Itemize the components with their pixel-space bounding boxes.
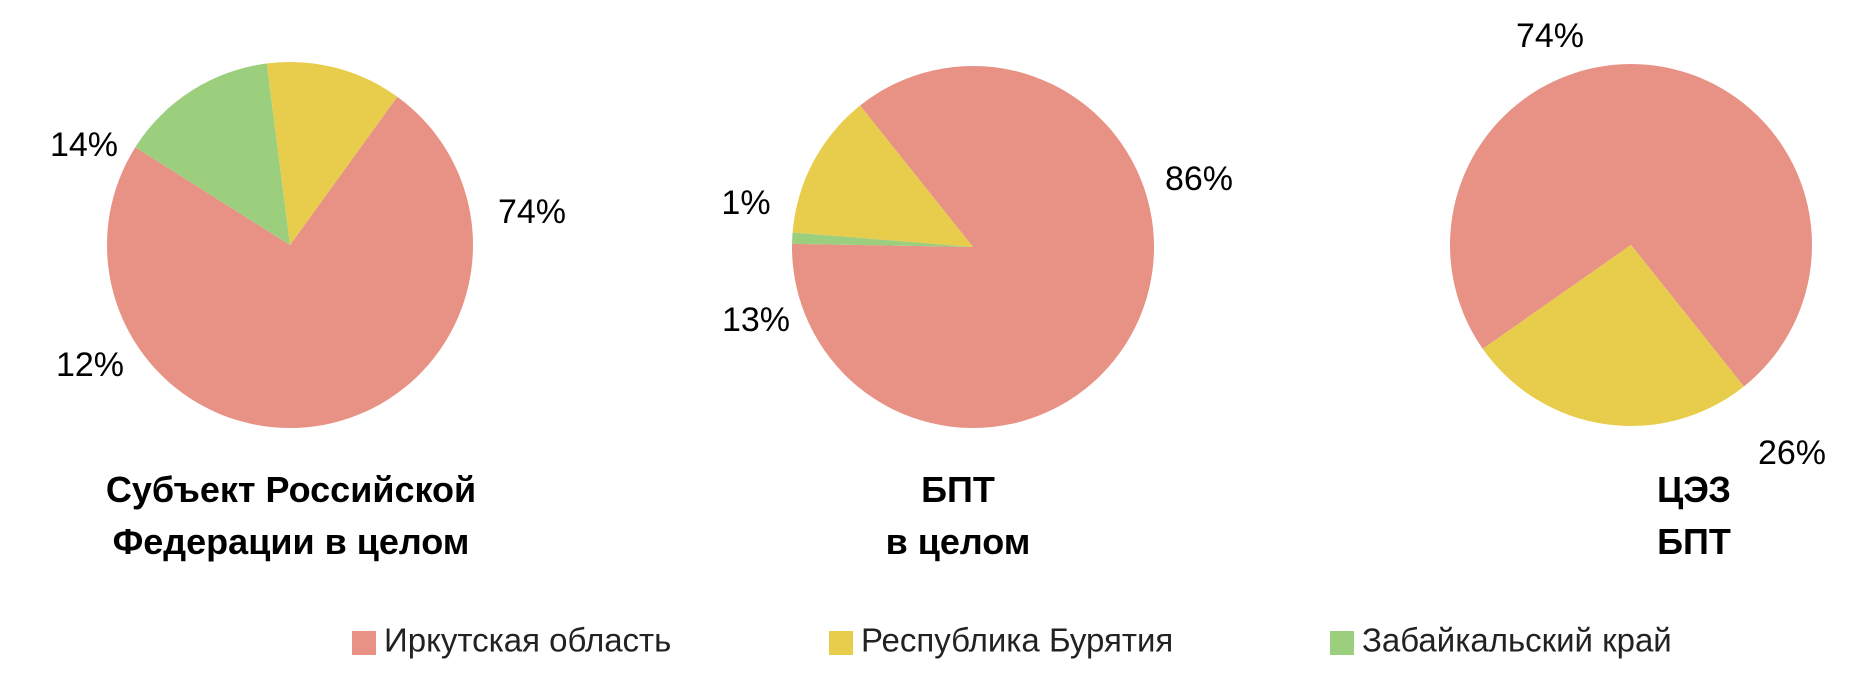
legend-item-irkutsk: Иркутская область (352, 622, 671, 659)
legend-label-zabaikalsky: Забайкальский край (1362, 622, 1672, 659)
data-label-irkutsk: 74% (1516, 17, 1584, 55)
data-label-irkutsk: 74% (498, 193, 566, 231)
chart-title-line-1: Субъект Российской (106, 469, 476, 510)
legend-item-zabaikalsky: Забайкальский край (1330, 622, 1672, 659)
chart-title-line-2: Федерации в целом (113, 521, 470, 562)
pie-slice-zabaikalsky (792, 232, 973, 247)
pie-slice-zabaikalsky (135, 63, 290, 246)
legend: Иркутская область Республика Бурятия Забай… (352, 622, 1672, 659)
legend-label-irkutsk: Иркутская область (384, 622, 671, 659)
chart-title-line-1: БПТ (921, 469, 995, 510)
legend-swatch-irkutsk (352, 631, 376, 655)
chart-title-line-2: в целом (886, 521, 1031, 562)
chart-title-line-2: БПТ (1657, 521, 1731, 562)
data-label-irkutsk: 86% (1165, 160, 1233, 198)
pie-chart-1: 74% 12% 14% Субъект Российской Федерации в ц… (50, 61, 566, 562)
legend-item-buryatia: Республика Бурятия (829, 622, 1173, 659)
pie-chart-2: 86% 13% 1% БПТ в целом (721, 65, 1233, 562)
pie-slice-irkutsk (107, 96, 474, 428)
pie-slice-irkutsk (792, 65, 1155, 428)
data-label-buryatia: 13% (722, 301, 790, 339)
data-label-buryatia: 12% (56, 346, 124, 384)
data-label-buryatia: 26% (1758, 434, 1826, 472)
pie-slice-irkutsk (1449, 64, 1812, 387)
data-label-zabaikalsky: 1% (721, 184, 770, 222)
legend-swatch-zabaikalsky (1330, 631, 1354, 655)
legend-swatch-buryatia (829, 631, 853, 655)
legend-label-buryatia: Республика Бурятия (861, 622, 1173, 659)
pie-slice-buryatia (792, 105, 973, 247)
pie-slice-buryatia (266, 61, 398, 246)
data-label-zabaikalsky: 14% (50, 126, 118, 164)
pie-slice-buryatia (1482, 245, 1744, 427)
chart-title-line-1: ЦЭЗ (1657, 469, 1731, 510)
pie-chart-3: 74% 26% ЦЭЗ БПТ (1449, 17, 1826, 562)
